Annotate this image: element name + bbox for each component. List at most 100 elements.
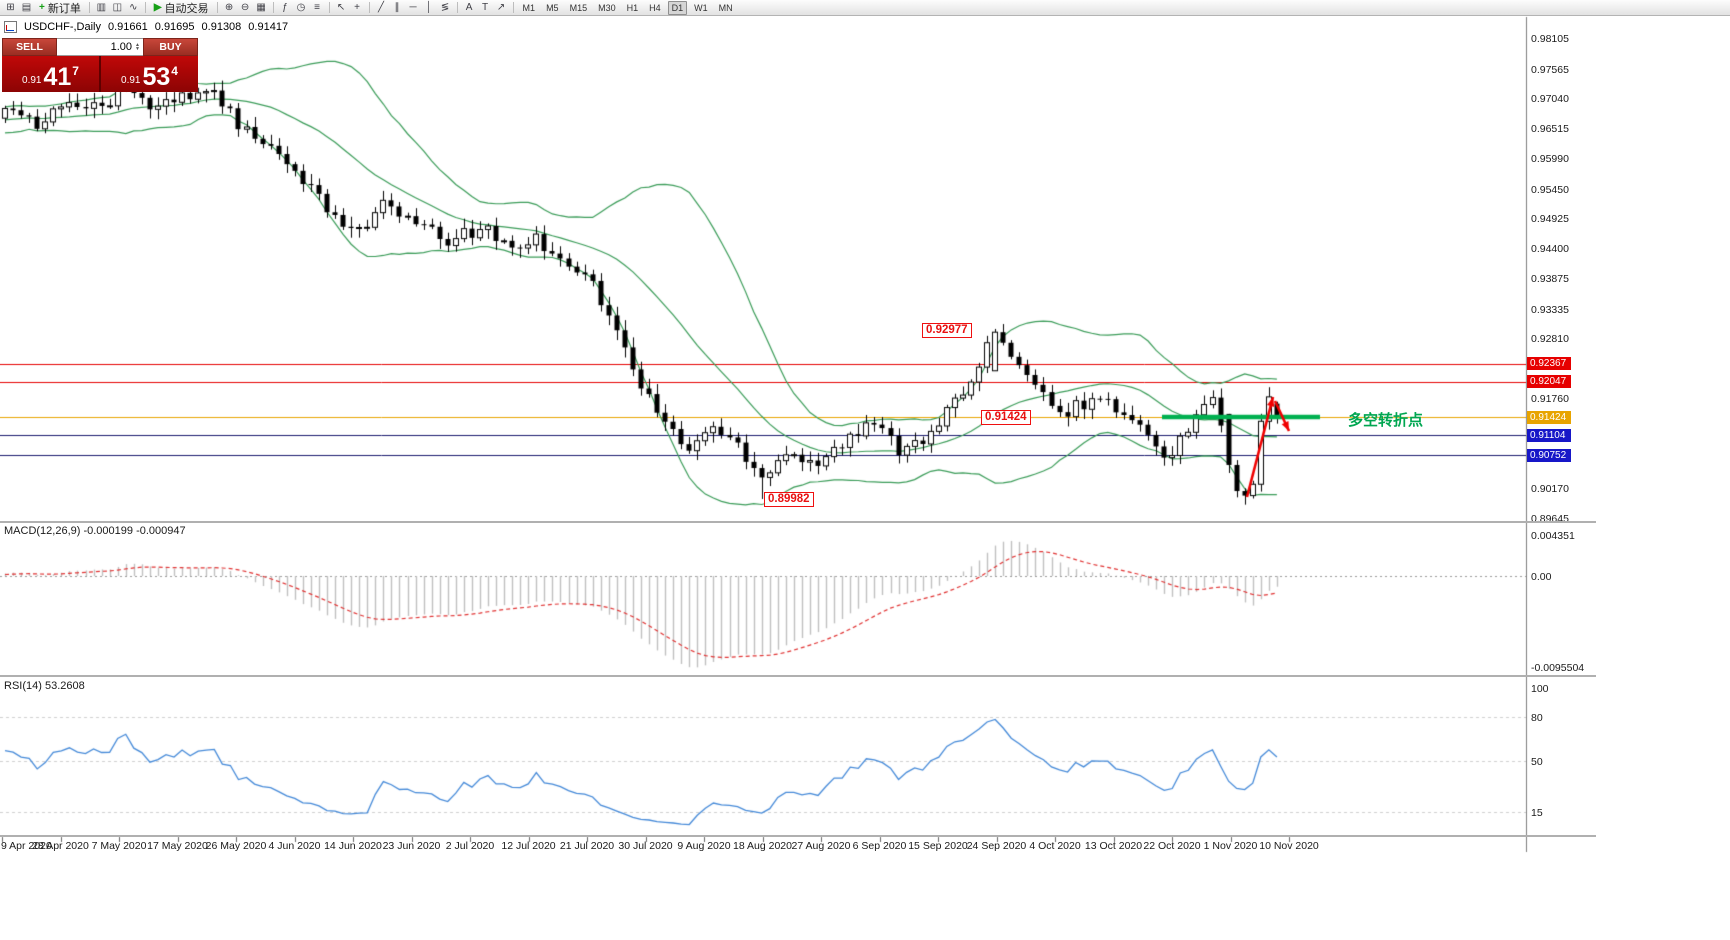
indicators-icon[interactable]: ƒ xyxy=(282,2,288,13)
date-axis-label: 10 Nov 2020 xyxy=(1259,840,1319,852)
price-axis-label: 0.96515 xyxy=(1531,123,1569,136)
date-axis-label: 2 Jul 2020 xyxy=(445,840,495,852)
candlestick-chart-icon[interactable]: ◫ xyxy=(112,2,123,13)
timeframe-w1[interactable]: W1 xyxy=(694,2,708,13)
rsi-label: RSI(14) 53.2608 xyxy=(4,680,85,692)
sell-price-point: 7 xyxy=(72,64,79,78)
ohlc-close: 0.91417 xyxy=(248,21,289,33)
timeframe-m1[interactable]: M1 xyxy=(522,2,536,13)
line-chart-icon[interactable]: ∿ xyxy=(129,2,138,13)
timeframe-d1[interactable]: D1 xyxy=(667,0,688,15)
autotrading-button[interactable]: ▶ 自动交易 xyxy=(150,1,213,15)
volume-input[interactable]: 1.00 ▲ ▼ xyxy=(57,38,143,56)
text-label-icon[interactable]: T xyxy=(481,2,489,13)
buy-button[interactable]: BUY xyxy=(143,38,198,56)
rsi-axis-label: 15 xyxy=(1531,807,1543,819)
volume-spinner[interactable]: ▲ ▼ xyxy=(135,42,140,52)
crosshair-icon[interactable]: + xyxy=(354,2,360,13)
timeframe-mn[interactable]: MN xyxy=(718,2,733,13)
date-axis-label: 4 Oct 2020 xyxy=(1029,840,1081,852)
templates-icon[interactable]: ≡ xyxy=(314,2,320,13)
rsi-axis-label: 80 xyxy=(1531,712,1543,725)
bar-chart-icon[interactable]: ▥ xyxy=(96,2,107,13)
price-axis-label: 0.95450 xyxy=(1531,183,1569,196)
ohlc-high: 0.91695 xyxy=(154,21,195,33)
price-axis-label: 0.97040 xyxy=(1531,93,1569,106)
toolbar-separator xyxy=(456,2,458,13)
new-order-button[interactable]: + 新订单 xyxy=(35,1,85,15)
price-axis-label: 0.97565 xyxy=(1531,63,1569,76)
buy-quote-button[interactable]: 0.91 53 4 xyxy=(101,56,198,92)
date-axis-label: 23 Jun 2020 xyxy=(382,840,441,852)
price-axis-label: 0.98105 xyxy=(1531,33,1569,45)
ohlc-low: 0.91308 xyxy=(201,21,242,33)
macd-axis-label: -0.0095504 xyxy=(1531,661,1585,674)
date-axis-label: 4 Jun 2020 xyxy=(268,840,321,852)
macd-axis-label: 0.004351 xyxy=(1531,529,1575,542)
buy-price-point: 4 xyxy=(171,64,178,78)
date-axis-label: 15 Sep 2020 xyxy=(908,840,968,852)
date-axis-label: 26 May 2020 xyxy=(205,840,267,852)
price-axis-label: 0.90170 xyxy=(1531,483,1569,496)
price-axis-tag: 0.90752 xyxy=(1527,448,1571,462)
tile-windows-icon[interactable]: ▦ xyxy=(256,2,266,13)
rsi-axis-label: 100 xyxy=(1531,683,1549,695)
timeframe-m5[interactable]: M5 xyxy=(546,2,559,13)
buy-price-pips: 53 xyxy=(142,63,171,91)
trendline-icon[interactable]: ╱ xyxy=(378,2,385,13)
rsi-axis-label: 50 xyxy=(1531,755,1543,768)
timeframe-h4[interactable]: H4 xyxy=(649,2,661,13)
panel-separator-rsi-dates[interactable] xyxy=(0,835,1596,837)
price-axis-tag: 0.92047 xyxy=(1527,375,1571,389)
panel-separator-main-macd[interactable] xyxy=(0,521,1596,523)
zoom-out-icon[interactable]: ⊖ xyxy=(240,2,250,13)
pivot-note-text[interactable]: 多空转折点 xyxy=(1348,412,1424,429)
toolbar-separator xyxy=(88,2,90,13)
buy-price-prefix: 0.91 xyxy=(121,75,141,86)
arrow-object-icon[interactable]: ↗ xyxy=(496,2,506,13)
price-axis-tag: 0.91104 xyxy=(1527,428,1571,442)
chart-price-annotation[interactable]: 0.91424 xyxy=(981,410,1031,425)
new-chart-icon[interactable]: ⊞ xyxy=(6,2,15,13)
macd-axis-label: 0.00 xyxy=(1531,571,1552,583)
price-axis-tag: 0.92367 xyxy=(1527,357,1571,371)
price-axis-label: 0.92810 xyxy=(1531,333,1569,346)
sell-button[interactable]: SELL xyxy=(2,38,57,56)
toolbar-separator xyxy=(368,2,370,13)
sell-quote-button[interactable]: 0.91 41 7 xyxy=(2,56,101,92)
horizontal-line-icon[interactable]: ─ xyxy=(409,2,417,13)
text-icon[interactable]: A xyxy=(465,2,473,13)
price-axis-label: 0.93875 xyxy=(1531,273,1569,285)
toolbar-separator xyxy=(272,2,274,13)
chart-price-annotation[interactable]: 0.89982 xyxy=(764,492,814,507)
sell-price-pips: 41 xyxy=(43,63,72,91)
date-axis-label: 30 Jul 2020 xyxy=(618,840,673,852)
chart-price-annotation[interactable]: 0.92977 xyxy=(922,323,972,338)
date-axis-label: 22 Oct 2020 xyxy=(1143,840,1201,852)
date-axis-label: 9 Aug 2020 xyxy=(677,840,731,852)
channel-icon[interactable]: ∥ xyxy=(394,2,400,13)
date-axis-label: 9 Apr 2020 xyxy=(1,840,52,852)
price-axis-label: 0.94925 xyxy=(1531,213,1569,226)
panel-separator-macd-rsi[interactable] xyxy=(0,675,1596,677)
fibonacci-icon[interactable]: ≶ xyxy=(440,2,450,13)
sell-price-prefix: 0.91 xyxy=(22,75,42,86)
price-axis-label: 0.91760 xyxy=(1531,393,1569,405)
price-axis-tag: 0.91424 xyxy=(1527,410,1571,424)
symbol-period-label: USDCHF-,Daily xyxy=(24,21,101,33)
cursor-icon[interactable]: ↖ xyxy=(336,2,346,13)
date-axis-label: 13 Oct 2020 xyxy=(1084,840,1143,852)
periods-icon[interactable]: ◷ xyxy=(296,2,306,13)
timeframe-h1[interactable]: H1 xyxy=(626,2,639,13)
zoom-in-icon[interactable]: ⊕ xyxy=(224,2,234,13)
date-axis-label: 24 Sep 2020 xyxy=(966,840,1027,852)
vertical-line-icon[interactable]: │ xyxy=(425,2,433,13)
timeframe-m30[interactable]: M30 xyxy=(598,2,616,13)
date-axis-label: 1 Nov 2020 xyxy=(1203,840,1258,852)
chart-profiles-icon[interactable]: ▤ xyxy=(21,2,32,13)
date-axis-label: 28 Apr 2020 xyxy=(32,840,89,852)
timeframe-m15[interactable]: M15 xyxy=(569,2,588,13)
one-click-trading-panel: SELL 1.00 ▲ ▼ BUY 0.91 41 7 0.91 53 4 xyxy=(2,38,198,92)
price-axis-label: 0.93335 xyxy=(1531,303,1569,316)
